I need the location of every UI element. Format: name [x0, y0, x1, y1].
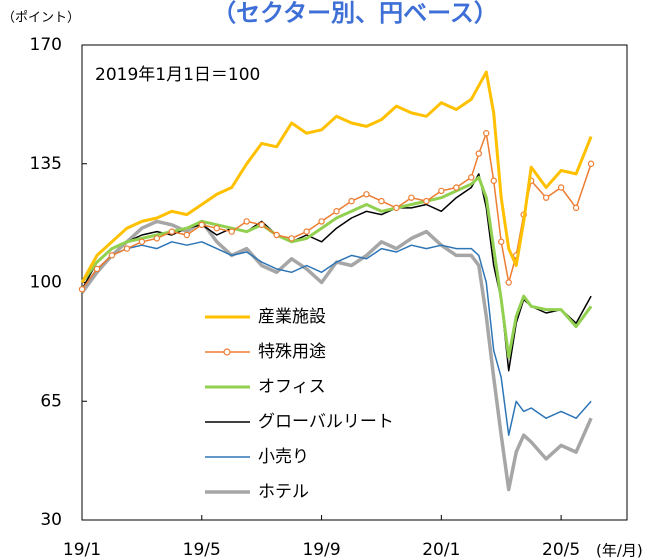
series-marker — [93, 265, 101, 273]
series-marker — [453, 184, 460, 191]
x-tick-label: 20/1 — [422, 540, 460, 559]
series-line — [80, 175, 593, 359]
series-marker — [333, 208, 340, 215]
series-marker — [587, 160, 595, 167]
series-marker — [423, 197, 430, 205]
legend-label: ホテル — [258, 482, 309, 502]
series-line — [81, 241, 592, 436]
y-tick-label: 170 — [30, 35, 62, 55]
legend-label: 産業施設 — [258, 307, 326, 327]
legend-label: 小売り — [258, 447, 309, 467]
legend-label: 特殊用途 — [258, 342, 326, 362]
series-line — [80, 219, 593, 492]
y-tick-label: 135 — [30, 154, 62, 174]
series-marker — [393, 204, 400, 212]
series-marker — [108, 252, 116, 259]
series-marker — [153, 235, 161, 242]
series-line — [80, 70, 593, 284]
series-marker — [123, 245, 131, 252]
chart-title: （セクター別、円ベース） — [212, 0, 498, 27]
series-marker — [78, 286, 86, 293]
series-marker — [348, 197, 355, 205]
series-marker — [303, 228, 310, 235]
series-marker — [213, 225, 220, 232]
series-line — [81, 173, 592, 372]
series-marker — [228, 228, 235, 235]
series-marker — [183, 231, 191, 239]
y-axis-label: （ポイント） — [2, 11, 80, 26]
series-marker — [363, 191, 370, 198]
series-marker — [572, 204, 580, 212]
x-axis-label: (年/月) — [596, 542, 643, 559]
legend-label: オフィス — [258, 377, 326, 397]
series-marker — [138, 238, 146, 245]
x-tick-label: 20/5 — [542, 540, 580, 559]
series-marker — [542, 194, 550, 201]
series-marker — [408, 194, 415, 201]
series-marker — [168, 228, 176, 235]
plot-frame — [81, 44, 628, 521]
series-marker — [468, 174, 475, 181]
series-marker — [438, 187, 445, 195]
series-marker — [318, 218, 325, 225]
series-marker — [505, 279, 512, 286]
series-marker — [498, 238, 505, 245]
y-tick-label: 65 — [40, 391, 62, 411]
x-tick-label: 19/5 — [183, 540, 221, 559]
legend-label: グローバルリート — [258, 412, 394, 432]
y-tick-label: 100 — [30, 273, 62, 293]
annotation: 2019年1月1日＝100 — [95, 65, 260, 85]
legend-marker — [223, 348, 231, 356]
series-marker — [475, 150, 482, 157]
series-marker — [490, 177, 497, 184]
series-marker — [288, 235, 295, 242]
series-marker — [483, 130, 490, 137]
series-marker — [378, 197, 385, 205]
series-marker — [557, 184, 565, 191]
x-tick-label: 19/1 — [63, 540, 101, 559]
x-tick-label: 19/9 — [302, 540, 340, 559]
series-marker — [258, 221, 265, 229]
y-tick-label: 30 — [40, 510, 62, 530]
series-marker — [273, 231, 280, 239]
series-marker — [243, 218, 250, 225]
series-marker — [198, 221, 205, 229]
